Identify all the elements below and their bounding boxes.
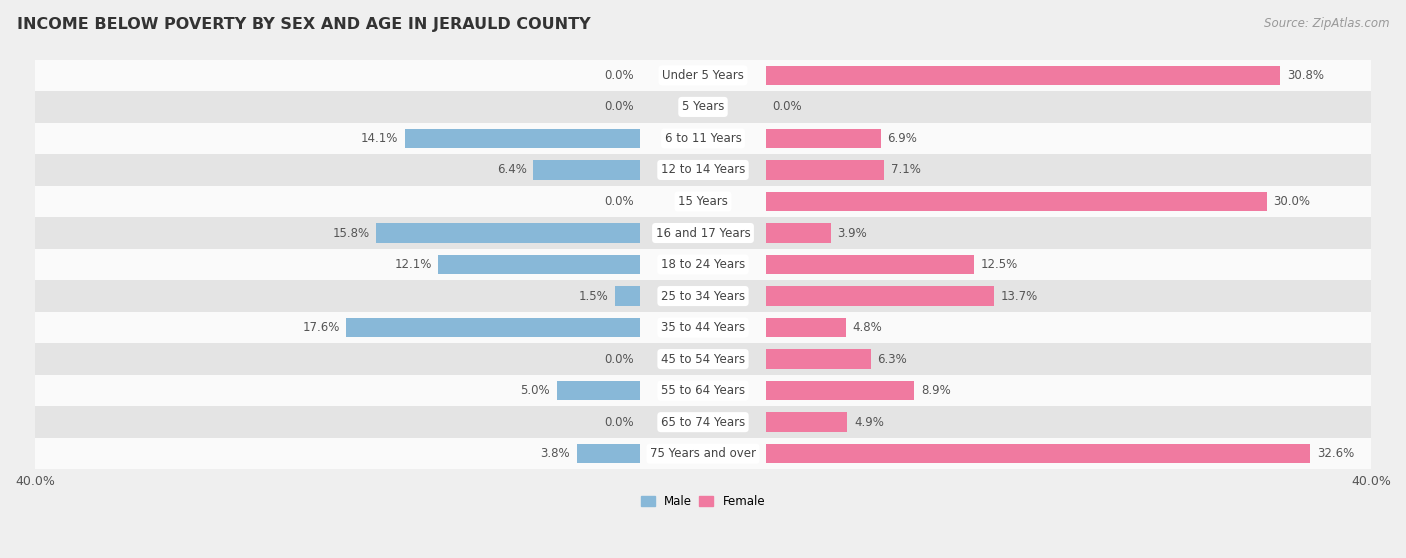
Bar (766, 381, 914, 401)
Bar (766, 66, 1279, 85)
Bar (35, 375, 1371, 406)
Text: 7.1%: 7.1% (891, 163, 921, 176)
Bar (766, 160, 884, 180)
Text: 16 and 17 Years: 16 and 17 Years (655, 227, 751, 239)
Bar (766, 349, 870, 369)
Text: 3.8%: 3.8% (540, 447, 571, 460)
Bar (35, 60, 1371, 91)
Bar (766, 223, 831, 243)
Text: 0.0%: 0.0% (605, 100, 634, 113)
Text: 4.8%: 4.8% (852, 321, 882, 334)
Bar (766, 255, 974, 275)
Bar (35, 343, 1371, 375)
Text: 13.7%: 13.7% (1001, 290, 1039, 302)
Bar (35, 406, 1371, 438)
Text: Source: ZipAtlas.com: Source: ZipAtlas.com (1264, 17, 1389, 30)
Bar (35, 91, 1371, 123)
Text: 1.5%: 1.5% (579, 290, 609, 302)
Bar (346, 318, 640, 338)
Text: 15.8%: 15.8% (333, 227, 370, 239)
Bar (766, 286, 994, 306)
Bar (439, 255, 640, 275)
Text: 32.6%: 32.6% (1317, 447, 1354, 460)
Text: 14.1%: 14.1% (361, 132, 398, 145)
Text: 6.4%: 6.4% (496, 163, 527, 176)
Bar (766, 318, 846, 338)
Bar (35, 154, 1371, 186)
Text: 6 to 11 Years: 6 to 11 Years (665, 132, 741, 145)
Bar (35, 217, 1371, 249)
Text: 12.5%: 12.5% (981, 258, 1018, 271)
Bar (35, 249, 1371, 280)
Text: 5.0%: 5.0% (520, 384, 550, 397)
Text: 6.3%: 6.3% (877, 353, 907, 365)
Bar (557, 381, 640, 401)
Text: 12 to 14 Years: 12 to 14 Years (661, 163, 745, 176)
Bar (766, 444, 1310, 464)
Bar (766, 192, 1267, 211)
Bar (405, 129, 640, 148)
Bar (35, 280, 1371, 312)
Bar (35, 312, 1371, 343)
Text: 6.9%: 6.9% (887, 132, 918, 145)
Bar (766, 129, 882, 148)
Bar (35, 186, 1371, 217)
Bar (766, 412, 848, 432)
Text: 30.0%: 30.0% (1274, 195, 1310, 208)
Text: 17.6%: 17.6% (302, 321, 340, 334)
Text: 35 to 44 Years: 35 to 44 Years (661, 321, 745, 334)
Text: 25 to 34 Years: 25 to 34 Years (661, 290, 745, 302)
Bar (576, 444, 640, 464)
Bar (533, 160, 640, 180)
Text: 0.0%: 0.0% (605, 416, 634, 429)
Bar (616, 286, 640, 306)
Text: INCOME BELOW POVERTY BY SEX AND AGE IN JERAULD COUNTY: INCOME BELOW POVERTY BY SEX AND AGE IN J… (17, 17, 591, 32)
Text: 65 to 74 Years: 65 to 74 Years (661, 416, 745, 429)
Text: 0.0%: 0.0% (605, 353, 634, 365)
Text: 4.9%: 4.9% (855, 416, 884, 429)
Text: 45 to 54 Years: 45 to 54 Years (661, 353, 745, 365)
Text: 5 Years: 5 Years (682, 100, 724, 113)
Text: 75 Years and over: 75 Years and over (650, 447, 756, 460)
Text: 0.0%: 0.0% (605, 69, 634, 82)
Bar (377, 223, 640, 243)
Text: 15 Years: 15 Years (678, 195, 728, 208)
Bar (35, 438, 1371, 469)
Text: 55 to 64 Years: 55 to 64 Years (661, 384, 745, 397)
Text: 30.8%: 30.8% (1286, 69, 1323, 82)
Text: 3.9%: 3.9% (838, 227, 868, 239)
Text: Under 5 Years: Under 5 Years (662, 69, 744, 82)
Text: 0.0%: 0.0% (772, 100, 801, 113)
Bar (35, 123, 1371, 154)
Legend: Male, Female: Male, Female (636, 490, 770, 513)
Text: 0.0%: 0.0% (605, 195, 634, 208)
Text: 12.1%: 12.1% (394, 258, 432, 271)
Text: 8.9%: 8.9% (921, 384, 950, 397)
Text: 18 to 24 Years: 18 to 24 Years (661, 258, 745, 271)
